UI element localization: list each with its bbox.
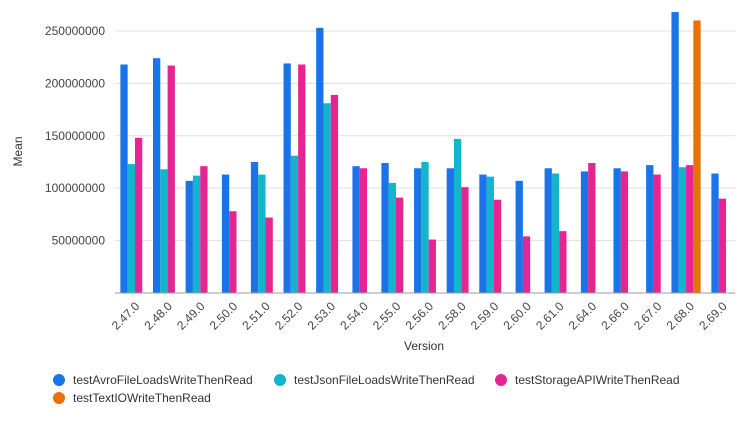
bar[interactable] xyxy=(153,58,161,294)
bar[interactable] xyxy=(290,155,299,293)
y-tick-label: 250000000 xyxy=(45,24,105,38)
x-axis-title: Version xyxy=(404,339,444,353)
bar[interactable] xyxy=(522,236,531,293)
bar[interactable] xyxy=(580,171,589,293)
bar[interactable] xyxy=(588,163,596,293)
bar[interactable] xyxy=(396,197,404,293)
x-tick-label: 2.55.0 xyxy=(370,299,404,333)
bar[interactable] xyxy=(316,27,324,293)
y-tick-label: 200000000 xyxy=(45,76,105,90)
legend-swatch xyxy=(495,374,507,386)
legend[interactable]: testAvroFileLoadsWriteThenRead testJsonFi… xyxy=(53,373,680,405)
x-tick-label: 2.54.0 xyxy=(337,299,371,333)
x-tick-label: 2.60.0 xyxy=(500,299,534,333)
legend-item[interactable]: testJsonFileLoadsWriteThenRead xyxy=(274,373,475,387)
bar[interactable] xyxy=(711,173,719,293)
x-tick-label: 2.61.0 xyxy=(533,299,567,333)
x-tick-label: 2.51.0 xyxy=(239,299,273,333)
bar[interactable] xyxy=(330,94,339,294)
bar[interactable] xyxy=(646,165,654,293)
legend-label: testAvroFileLoadsWriteThenRead xyxy=(73,373,253,387)
x-tick-label: 2.66.0 xyxy=(598,299,632,333)
x-tick-label: 2.50.0 xyxy=(207,299,241,333)
bar[interactable] xyxy=(544,168,552,293)
bar[interactable] xyxy=(381,163,389,293)
bars xyxy=(120,12,726,294)
bar[interactable] xyxy=(446,168,454,293)
bar[interactable] xyxy=(653,174,661,293)
x-tick-label: 2.68.0 xyxy=(664,299,698,333)
x-tick-label: 2.56.0 xyxy=(403,299,437,333)
bar[interactable] xyxy=(323,103,331,293)
bar[interactable] xyxy=(453,138,462,293)
bar[interactable] xyxy=(421,161,429,293)
legend-item[interactable]: testTextIOWriteThenRead xyxy=(53,391,211,405)
bar[interactable] xyxy=(200,166,208,293)
legend-item[interactable]: testAvroFileLoadsWriteThenRead xyxy=(53,373,253,387)
bar[interactable] xyxy=(258,174,266,293)
bar[interactable] xyxy=(120,64,128,294)
x-tick-label: 2.48.0 xyxy=(142,299,176,333)
bar[interactable] xyxy=(167,65,175,293)
legend-swatch xyxy=(274,374,286,386)
x-tick-label: 2.47.0 xyxy=(109,299,143,333)
bar[interactable] xyxy=(388,182,397,293)
legend-swatch xyxy=(53,374,65,386)
bar[interactable] xyxy=(559,231,567,293)
bar[interactable] xyxy=(265,217,273,293)
bar[interactable] xyxy=(298,64,306,294)
bar[interactable] xyxy=(160,169,168,293)
bar[interactable] xyxy=(686,165,694,293)
bar[interactable] xyxy=(221,174,230,293)
gridlines xyxy=(115,30,735,242)
bar[interactable] xyxy=(229,211,237,293)
bar[interactable] xyxy=(515,180,523,293)
legend-label: testJsonFileLoadsWriteThenRead xyxy=(294,373,475,387)
bar[interactable] xyxy=(493,199,502,293)
x-tick-label: 2.59.0 xyxy=(468,299,502,333)
bar[interactable] xyxy=(185,180,193,293)
bar[interactable] xyxy=(671,12,679,293)
bar[interactable] xyxy=(461,187,469,293)
bar[interactable] xyxy=(479,174,487,293)
bar[interactable] xyxy=(551,173,560,293)
bar[interactable] xyxy=(678,167,687,293)
x-tick-label: 2.64.0 xyxy=(566,299,600,333)
legend-label: testStorageAPIWriteThenRead xyxy=(515,373,680,387)
legend-item[interactable]: testStorageAPIWriteThenRead xyxy=(495,373,680,387)
bar[interactable] xyxy=(718,198,726,293)
bar[interactable] xyxy=(192,175,201,293)
x-tick-label: 2.49.0 xyxy=(174,299,208,333)
x-tick-label: 2.67.0 xyxy=(631,299,665,333)
bar[interactable] xyxy=(414,168,422,293)
bar[interactable] xyxy=(283,63,291,294)
x-tick-label: 2.53.0 xyxy=(305,299,339,333)
bar[interactable] xyxy=(352,166,360,293)
legend-swatch xyxy=(53,392,65,404)
y-tick-label: 100000000 xyxy=(45,181,105,195)
x-tick-label: 2.69.0 xyxy=(696,299,730,333)
bar[interactable] xyxy=(486,176,494,293)
bar[interactable] xyxy=(127,164,135,293)
bar[interactable] xyxy=(620,171,629,293)
bar[interactable] xyxy=(359,168,368,293)
bar[interactable] xyxy=(250,161,259,293)
y-tick-label: 150000000 xyxy=(45,129,105,143)
x-tick-label: 2.52.0 xyxy=(272,299,306,333)
x-tick-label: 2.58.0 xyxy=(435,299,469,333)
legend-label: testTextIOWriteThenRead xyxy=(73,391,211,405)
bar[interactable] xyxy=(693,20,701,293)
bar[interactable] xyxy=(428,239,436,293)
bar[interactable] xyxy=(134,137,143,293)
bar[interactable] xyxy=(613,168,621,293)
y-axis-title: Mean xyxy=(11,136,25,166)
y-tick-label: 50000000 xyxy=(52,234,106,248)
